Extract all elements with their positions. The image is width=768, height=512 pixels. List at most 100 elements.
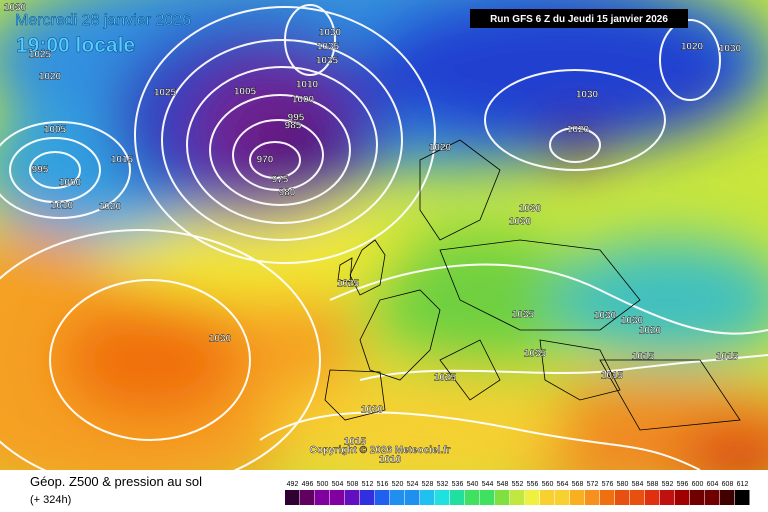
scale-label: 516: [377, 481, 389, 488]
scale-label: 512: [362, 481, 374, 488]
isobar-label: 975: [272, 175, 289, 186]
scale-swatch: [630, 490, 645, 505]
scale-label: 504: [332, 481, 344, 488]
isobar-label: 985: [285, 121, 302, 132]
scale-swatch: [690, 490, 705, 505]
isobar-label: 1025: [29, 50, 52, 61]
isobar-label: 1010: [296, 80, 319, 91]
isobar-label: 1015: [344, 437, 367, 448]
scale-swatch: [330, 490, 345, 505]
footer-title: Géop. Z500 & pression au sol: [30, 474, 202, 489]
isobar-label: 1015: [111, 155, 134, 166]
isobar-label: 1030: [509, 217, 532, 228]
scale-label: 528: [422, 481, 434, 488]
isobar-label: 995: [32, 165, 49, 176]
isobar-label: 1035: [512, 310, 535, 321]
scale-label: 520: [392, 481, 404, 488]
scale-label: 552: [512, 481, 524, 488]
isobar-label: 1025: [337, 279, 360, 290]
scale-label: 568: [572, 481, 584, 488]
isobar-label: 1030: [319, 28, 342, 39]
scale-swatch: [510, 490, 525, 505]
scale-label: 576: [602, 481, 614, 488]
scale-label: 548: [497, 481, 509, 488]
scale-swatch: [705, 490, 720, 505]
scale-swatch: [585, 490, 600, 505]
scale-label: 596: [677, 481, 689, 488]
scale-swatch: [465, 490, 480, 505]
isobar-label: 1010: [379, 455, 402, 466]
isobar-label: 970: [257, 155, 274, 166]
scale-swatch: [360, 490, 375, 505]
isobar-label: 1020: [361, 405, 384, 416]
isobar-labels: 1030 1025 1020 1025 1005 1015 995 1000 1010 1020 1…: [4, 2, 742, 466]
scale-label: 540: [467, 481, 479, 488]
scale-swatch: [420, 490, 435, 505]
isobar-label: 1030: [594, 311, 617, 322]
isobar-label: 995: [288, 113, 305, 124]
date: Mercredi 28 janvier 2026: [15, 12, 191, 29]
run-box: [470, 9, 688, 28]
isobar-label: 1000: [292, 95, 315, 106]
isobar-label: 1000: [59, 178, 82, 189]
scale-swatch: [525, 490, 540, 505]
isobar-label: 1025: [154, 88, 177, 99]
scale-swatch: [285, 490, 300, 505]
scale-label: 604: [707, 481, 719, 488]
scale-swatch: [615, 490, 630, 505]
isobar-label: 1010: [51, 201, 74, 212]
time: 19:00 locale: [16, 34, 135, 57]
scale-swatch: [405, 490, 420, 505]
scale-swatch: [735, 490, 750, 505]
scale-swatch: [645, 490, 660, 505]
isobar-label: 1030: [519, 204, 542, 215]
color-scale: 492 496 500 504 508 512 516 520 524 528 532 536 540 5…: [285, 481, 750, 505]
isobar-label: 1035: [317, 42, 340, 53]
scale-label: 608: [722, 481, 734, 488]
scale-swatch: [570, 490, 585, 505]
scale-swatch: [390, 490, 405, 505]
scale-label: 508: [347, 481, 359, 488]
isobar-label: 1020: [681, 42, 704, 53]
scale-label: 612: [737, 481, 749, 488]
isobar-label: 1015: [601, 371, 624, 382]
scale-swatch: [315, 490, 330, 505]
scale-swatch: [375, 490, 390, 505]
scale-swatch: [660, 490, 675, 505]
isobar-label: 1005: [44, 125, 67, 136]
scale-label: 560: [542, 481, 554, 488]
scale-swatch: [600, 490, 615, 505]
isobar-label: 1020: [99, 202, 122, 213]
isobar-label: 1025: [434, 373, 457, 384]
isobar-label: 1030: [719, 44, 742, 55]
isobar-label: 1020: [39, 72, 62, 83]
scale-swatch: [675, 490, 690, 505]
scale-label: 500: [317, 481, 329, 488]
scale-label: 580: [617, 481, 629, 488]
scale-label: 600: [692, 481, 704, 488]
isobar-label: 1015: [632, 352, 655, 363]
scale-swatch: [435, 490, 450, 505]
scale-swatch: [495, 490, 510, 505]
scale-swatch: [345, 490, 360, 505]
isobar-label: 1020: [639, 326, 662, 337]
isobar-label: 1030: [4, 3, 27, 14]
scale-label: 588: [647, 481, 659, 488]
scale-label: 492: [287, 481, 299, 488]
scale-label: 572: [587, 481, 599, 488]
isobar-label: 1020: [567, 125, 590, 136]
isobar-label: 1030: [576, 90, 599, 101]
scale-label: 584: [632, 481, 644, 488]
scale-swatch: [450, 490, 465, 505]
isobar-label: 1035: [316, 56, 339, 67]
scale-label: 564: [557, 481, 569, 488]
scale-label: 496: [302, 481, 314, 488]
run: Run GFS 6 Z du Jeudi 15 janvier 2026: [490, 14, 668, 25]
scale-swatch: [540, 490, 555, 505]
scale-label: 524: [407, 481, 419, 488]
scale-label: 556: [527, 481, 539, 488]
isobar-label: 1030: [209, 334, 232, 345]
scale-swatch: [720, 490, 735, 505]
